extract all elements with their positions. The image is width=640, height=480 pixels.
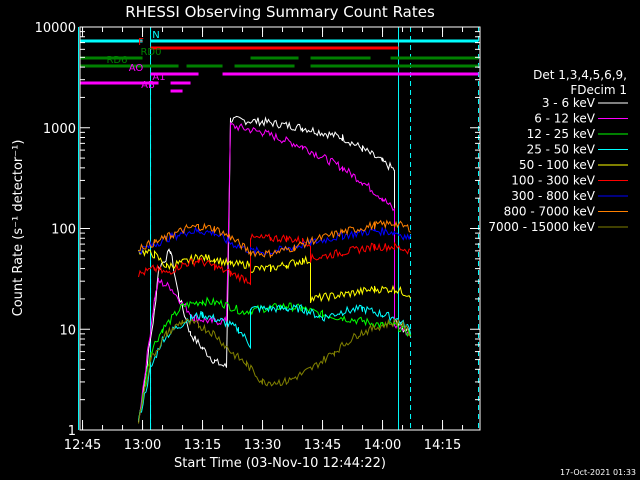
legend-header-line: Det 1,3,4,5,6,9, [533, 68, 627, 82]
x-tick-label: 14:15 [424, 438, 461, 453]
y-tick-label: 1 [68, 424, 76, 439]
x-tick-label: 13:00 [124, 438, 161, 453]
series-line [138, 248, 411, 304]
flag-label: F [138, 37, 144, 48]
x-axis-label: Start Time (03-Nov-10 12:44:22) [174, 456, 386, 471]
series-line [138, 296, 411, 420]
series-line [138, 318, 411, 424]
legend-header-line: FDecim 1 [570, 83, 627, 97]
flag-label: RD6 [106, 55, 127, 66]
timestamp: 17-Oct-2021 01:33 [560, 468, 636, 477]
legend-entry-label: 50 - 100 keV [519, 158, 596, 172]
flag-label: N [152, 30, 159, 41]
y-axis-label: Count Rate (s⁻¹ detector⁻¹) [11, 140, 26, 317]
x-tick-label: 13:30 [244, 438, 281, 453]
y-tick-label: 10000 [35, 21, 76, 36]
legend-entry-label: 6 - 12 keV [534, 112, 596, 126]
chart-title: RHESSI Observing Summary Count Rates [125, 3, 435, 21]
x-tick-label: 13:15 [184, 438, 221, 453]
x-tick-label: 12:45 [64, 438, 101, 453]
axis-ticks: 1 10 100 1000 10000 12:45 13:00 13:15 13:30 13:45… [35, 21, 480, 453]
y-tick-label: 1000 [43, 122, 76, 137]
x-tick-label: 14:00 [364, 438, 401, 453]
x-tick-label: 13:45 [304, 438, 341, 453]
y-tick-label: 100 [51, 223, 76, 238]
legend-entry-label: 7000 - 15000 keV [488, 220, 595, 234]
legend-entry-label: 100 - 300 keV [511, 174, 595, 188]
legend-entry-label: 3 - 6 keV [542, 96, 596, 110]
legend: Det 1,3,4,5,6,9,FDecim 13 - 6 keV 6 - 12 … [488, 68, 628, 234]
legend-entry-label: 800 - 7000 keV [504, 205, 596, 219]
y-tick-label: 10 [59, 323, 76, 338]
plot-frame [79, 26, 481, 431]
series-line [138, 219, 411, 258]
legend-entry-label: 300 - 800 keV [511, 189, 595, 203]
series-line [138, 233, 411, 286]
flag-label: RD0 [140, 47, 161, 58]
flag-label: AB [141, 80, 155, 91]
flag-label: AO [129, 63, 144, 74]
series-line [138, 303, 411, 421]
flag-label: A1 [152, 72, 165, 83]
legend-entry-label: 12 - 25 keV [527, 127, 596, 141]
legend-entry-label: 25 - 50 keV [527, 143, 596, 157]
series-line [138, 122, 411, 421]
